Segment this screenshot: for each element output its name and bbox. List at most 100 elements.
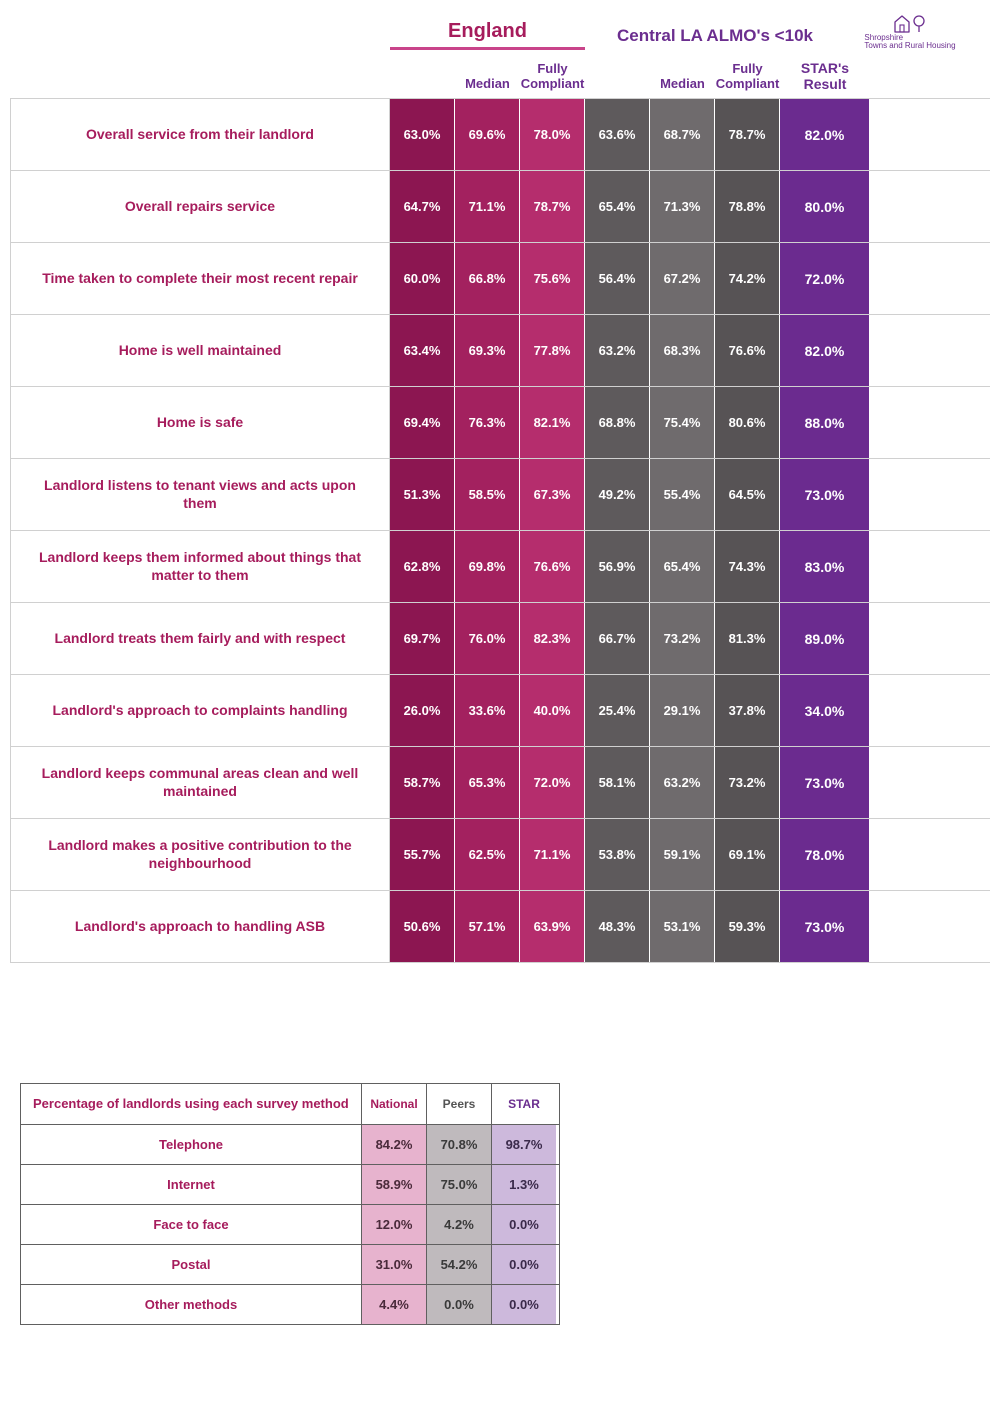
cell-eng_med: 58.5%	[455, 459, 520, 530]
cell-star: 73.0%	[780, 747, 870, 818]
method-header-national: National	[361, 1084, 426, 1124]
cell-almo_lo: 56.4%	[585, 243, 650, 314]
cell-eng_hi: 78.0%	[520, 99, 585, 170]
cell-eng_med: 76.3%	[455, 387, 520, 458]
method-row-label: Postal	[21, 1245, 361, 1284]
row-label: Landlord keeps them informed about thing…	[10, 531, 390, 602]
table-row: Landlord treats them fairly and with res…	[10, 603, 990, 675]
cell-eng_hi: 63.9%	[520, 891, 585, 962]
method-header-star: STAR	[491, 1084, 556, 1124]
cell-almo_med: 63.2%	[650, 747, 715, 818]
table-row: Landlord's approach to complaints handli…	[10, 675, 990, 747]
cell-almo_hi: 37.8%	[715, 675, 780, 746]
method-row-label: Telephone	[21, 1125, 361, 1164]
table-row: Landlord makes a positive contribution t…	[10, 819, 990, 891]
cell-almo_lo: 66.7%	[585, 603, 650, 674]
cell-almo_lo: 56.9%	[585, 531, 650, 602]
group-header-row: England Central LA ALMO's <10k Shropshir…	[10, 10, 990, 50]
cell-eng_lo: 26.0%	[390, 675, 455, 746]
cell-almo_lo: 58.1%	[585, 747, 650, 818]
cell-almo_lo: 63.6%	[585, 99, 650, 170]
row-label: Overall repairs service	[10, 171, 390, 242]
table-row: Landlord's approach to handling ASB50.6%…	[10, 891, 990, 963]
cell-almo_hi: 69.1%	[715, 819, 780, 890]
cell-eng_hi: 67.3%	[520, 459, 585, 530]
group-header-almo: Central LA ALMO's <10k	[585, 26, 845, 50]
cell-almo_hi: 59.3%	[715, 891, 780, 962]
cell-eng_med: 69.6%	[455, 99, 520, 170]
method-row: Other methods4.4%0.0%0.0%	[20, 1285, 560, 1325]
cell-eng_lo: 60.0%	[390, 243, 455, 314]
cell-almo_lo: 63.2%	[585, 315, 650, 386]
column-header-almo-median: Median	[650, 52, 715, 98]
page: England Central LA ALMO's <10k Shropshir…	[0, 0, 1001, 1365]
method-cell-star: 0.0%	[491, 1245, 556, 1284]
cell-star: 88.0%	[780, 387, 870, 458]
method-cell-national: 12.0%	[361, 1205, 426, 1244]
cell-eng_lo: 63.4%	[390, 315, 455, 386]
method-cell-peers: 0.0%	[426, 1285, 491, 1324]
column-header-eng-lo	[390, 52, 455, 98]
cell-eng_hi: 72.0%	[520, 747, 585, 818]
table-row: Landlord listens to tenant views and act…	[10, 459, 990, 531]
cell-almo_lo: 53.8%	[585, 819, 650, 890]
cell-eng_hi: 82.1%	[520, 387, 585, 458]
column-header-eng-fully: FullyCompliant	[520, 52, 585, 98]
cell-eng_lo: 64.7%	[390, 171, 455, 242]
cell-almo_med: 65.4%	[650, 531, 715, 602]
cell-eng_lo: 63.0%	[390, 99, 455, 170]
table-row: Time taken to complete their most recent…	[10, 243, 990, 315]
cell-star: 78.0%	[780, 819, 870, 890]
cell-almo_hi: 74.3%	[715, 531, 780, 602]
cell-eng_hi: 71.1%	[520, 819, 585, 890]
cell-eng_lo: 58.7%	[390, 747, 455, 818]
method-cell-star: 1.3%	[491, 1165, 556, 1204]
cell-almo_lo: 48.3%	[585, 891, 650, 962]
method-cell-national: 84.2%	[361, 1125, 426, 1164]
cell-star: 82.0%	[780, 99, 870, 170]
cell-eng_hi: 75.6%	[520, 243, 585, 314]
cell-almo_hi: 74.2%	[715, 243, 780, 314]
cell-eng_med: 57.1%	[455, 891, 520, 962]
method-row: Internet58.9%75.0%1.3%	[20, 1165, 560, 1205]
row-label: Landlord's approach to complaints handli…	[10, 675, 390, 746]
cell-almo_med: 73.2%	[650, 603, 715, 674]
cell-almo_lo: 25.4%	[585, 675, 650, 746]
method-header-title: Percentage of landlords using each surve…	[21, 1084, 361, 1124]
method-header-peers: Peers	[426, 1084, 491, 1124]
cell-almo_hi: 78.7%	[715, 99, 780, 170]
table-row: Landlord keeps them informed about thing…	[10, 531, 990, 603]
column-header-row: Median FullyCompliant Median FullyCompli…	[10, 52, 990, 98]
cell-eng_med: 69.3%	[455, 315, 520, 386]
row-label: Landlord treats them fairly and with res…	[10, 603, 390, 674]
brand-logo-caption: ShropshireTowns and Rural Housing	[864, 34, 955, 50]
cell-star: 73.0%	[780, 459, 870, 530]
column-header-star: STAR'sResult	[780, 52, 870, 98]
cell-eng_med: 62.5%	[455, 819, 520, 890]
cell-star: 34.0%	[780, 675, 870, 746]
cell-eng_med: 65.3%	[455, 747, 520, 818]
cell-almo_med: 53.1%	[650, 891, 715, 962]
cell-eng_lo: 62.8%	[390, 531, 455, 602]
cell-eng_med: 76.0%	[455, 603, 520, 674]
cell-almo_hi: 76.6%	[715, 315, 780, 386]
method-table: Percentage of landlords using each surve…	[20, 1083, 560, 1325]
row-label: Home is safe	[10, 387, 390, 458]
cell-almo_lo: 65.4%	[585, 171, 650, 242]
cell-eng_med: 66.8%	[455, 243, 520, 314]
column-header-almo-fully: FullyCompliant	[715, 52, 780, 98]
table-row: Home is safe69.4%76.3%82.1%68.8%75.4%80.…	[10, 387, 990, 459]
cell-almo_med: 59.1%	[650, 819, 715, 890]
cell-almo_med: 68.3%	[650, 315, 715, 386]
cell-eng_hi: 78.7%	[520, 171, 585, 242]
method-cell-peers: 75.0%	[426, 1165, 491, 1204]
method-cell-national: 31.0%	[361, 1245, 426, 1284]
cell-almo_hi: 64.5%	[715, 459, 780, 530]
row-label: Overall service from their landlord	[10, 99, 390, 170]
cell-eng_hi: 82.3%	[520, 603, 585, 674]
brand-logo: ShropshireTowns and Rural Housing	[845, 12, 975, 50]
method-cell-peers: 54.2%	[426, 1245, 491, 1284]
cell-eng_med: 69.8%	[455, 531, 520, 602]
cell-star: 80.0%	[780, 171, 870, 242]
method-cell-star: 98.7%	[491, 1125, 556, 1164]
